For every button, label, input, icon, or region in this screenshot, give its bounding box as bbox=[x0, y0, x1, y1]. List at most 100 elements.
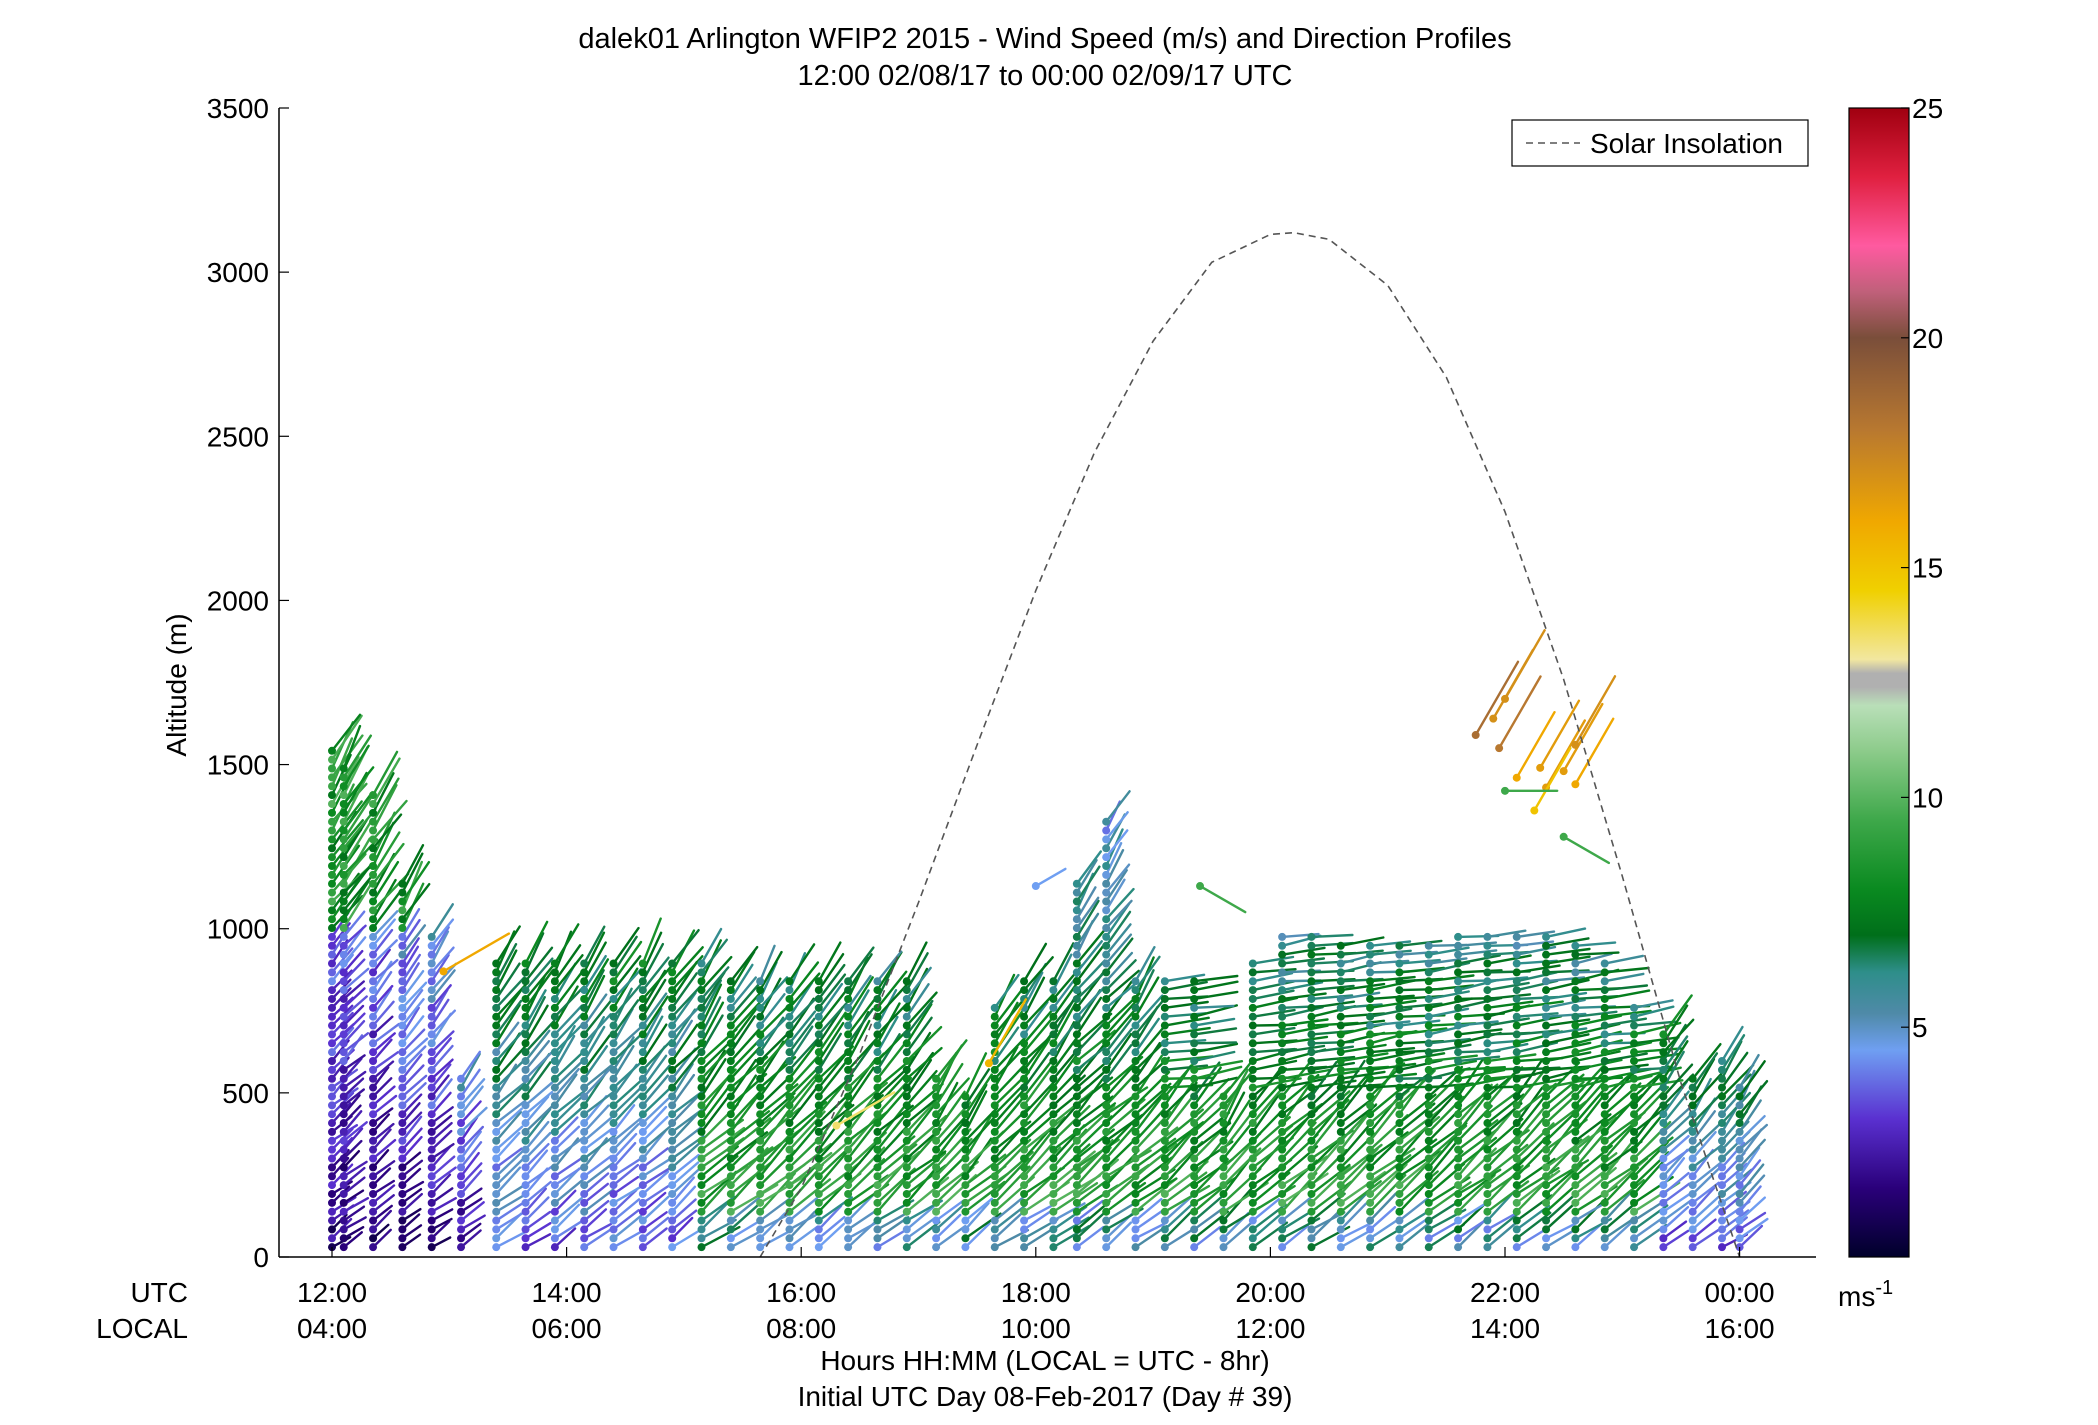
wind-barb-shaft bbox=[582, 1062, 615, 1089]
wind-barb-dot bbox=[668, 1198, 677, 1207]
wind-barb-shaft bbox=[1738, 1138, 1766, 1169]
wind-barb-dot bbox=[339, 897, 348, 906]
wind-barb bbox=[1307, 932, 1354, 941]
wind-barb bbox=[990, 1212, 1023, 1243]
solar-insolation-curve bbox=[759, 231, 1741, 1257]
wind-barb-shaft bbox=[553, 944, 582, 983]
wind-barb-shaft bbox=[1310, 1079, 1357, 1089]
wind-barb-dot bbox=[1278, 932, 1287, 941]
wind-barb-shaft bbox=[758, 993, 786, 1027]
wind-barb-dot bbox=[814, 1012, 823, 1021]
wind-barb-dot bbox=[1072, 1101, 1081, 1110]
wind-barb-shaft bbox=[817, 1011, 847, 1054]
wind-barb-dot bbox=[1307, 1189, 1316, 1198]
wind-barb bbox=[1131, 1197, 1163, 1225]
wind-barb-shaft bbox=[700, 1084, 731, 1125]
wind-barb bbox=[1366, 949, 1412, 959]
wind-barb-dot bbox=[1049, 994, 1058, 1003]
wind-barb-shaft bbox=[1075, 1146, 1112, 1187]
wind-barb-dot bbox=[328, 782, 336, 791]
wind-barb-shaft bbox=[964, 1068, 991, 1107]
wind-barb bbox=[814, 1103, 855, 1136]
wind-barb bbox=[932, 1213, 962, 1243]
wind-barb bbox=[1659, 1073, 1695, 1110]
wind-barb-shaft bbox=[1163, 1000, 1209, 1010]
wind-barb-shaft bbox=[670, 1153, 700, 1178]
wind-barb-shaft bbox=[342, 987, 366, 1010]
wind-barb-dot bbox=[1483, 977, 1492, 986]
wind-barb-shaft bbox=[1368, 1205, 1397, 1231]
wind-barb-dot bbox=[1102, 1083, 1111, 1092]
wind-barb bbox=[521, 1221, 552, 1243]
wind-barb-dot bbox=[1571, 1189, 1580, 1198]
wind-barb-dot bbox=[814, 1048, 823, 1057]
wind-barb-dot bbox=[1102, 1198, 1111, 1207]
wind-barb-dot bbox=[1366, 1127, 1375, 1136]
wind-barb-dot bbox=[1336, 1225, 1345, 1234]
wind-barb-dot bbox=[1454, 1163, 1463, 1172]
wind-barb-dot bbox=[492, 1234, 501, 1243]
wind-barb-shaft bbox=[1738, 1079, 1769, 1116]
wind-barb-shaft bbox=[1515, 1169, 1561, 1205]
wind-barb-shaft bbox=[846, 1007, 875, 1045]
wind-barb bbox=[492, 1230, 528, 1252]
wind-barb-dot bbox=[932, 1163, 941, 1172]
wind-barb-shaft bbox=[1052, 1032, 1082, 1072]
wind-barb-shaft bbox=[582, 1199, 610, 1222]
wind-barb-dot bbox=[638, 1030, 647, 1039]
wind-barb-dot bbox=[369, 915, 378, 924]
wind-barb-shaft bbox=[1515, 979, 1559, 992]
wind-barb-dot bbox=[1049, 1198, 1058, 1207]
wind-barb bbox=[1600, 1009, 1652, 1021]
wind-barb-dot bbox=[873, 1021, 882, 1030]
wind-barb-shaft bbox=[612, 984, 642, 1018]
wind-barb-dot bbox=[1160, 1198, 1169, 1207]
wind-barb-dot bbox=[398, 1225, 407, 1234]
wind-barb-shaft bbox=[1022, 1057, 1055, 1098]
wind-barb bbox=[1031, 867, 1067, 891]
wind-barb-dot bbox=[1049, 1030, 1058, 1039]
wind-barb-shaft bbox=[1339, 1059, 1366, 1098]
wind-barb-shaft bbox=[905, 991, 938, 1027]
wind-barb-dot bbox=[1542, 1092, 1551, 1101]
wind-barb-dot bbox=[1395, 1234, 1404, 1243]
wind-barb-dot bbox=[1336, 1048, 1345, 1057]
wind-barb bbox=[1542, 1027, 1588, 1039]
wind-barb-dot bbox=[328, 968, 336, 977]
wind-barb bbox=[550, 1125, 581, 1154]
wind-barb-dot bbox=[1630, 1048, 1639, 1057]
wind-barb-dot bbox=[550, 994, 559, 1003]
wind-barb-dot bbox=[697, 1021, 706, 1030]
wind-barb-dot bbox=[902, 994, 911, 1003]
wind-barb bbox=[902, 1058, 933, 1101]
wind-barb bbox=[369, 777, 400, 826]
wind-barb-dot bbox=[990, 1110, 999, 1119]
wind-barb-shaft bbox=[1280, 1068, 1331, 1080]
wind-barb-dot bbox=[1190, 1092, 1199, 1101]
wind-barb-dot bbox=[339, 1101, 348, 1110]
wind-barb-dot bbox=[1219, 1136, 1228, 1145]
wind-barb-shaft bbox=[401, 981, 428, 1010]
wind-barb-dot bbox=[339, 862, 348, 871]
wind-barb-dot bbox=[1307, 1181, 1316, 1190]
wind-barb-shaft bbox=[788, 1210, 816, 1240]
wind-barb-shaft bbox=[553, 1157, 583, 1178]
wind-barb-dot bbox=[1395, 1057, 1404, 1066]
wind-barb-shaft bbox=[817, 1002, 848, 1036]
wind-barb-shaft bbox=[459, 1125, 484, 1151]
wind-barb-shaft bbox=[1603, 1221, 1632, 1249]
wind-barb-dot bbox=[339, 1057, 348, 1066]
wind-barb-dot bbox=[328, 994, 336, 1003]
wind-barb-dot bbox=[1571, 1145, 1580, 1154]
wind-barb-dot bbox=[1512, 932, 1521, 941]
wind-barb-dot bbox=[398, 1092, 407, 1101]
wind-barb bbox=[668, 1005, 701, 1039]
wind-barb-dot bbox=[932, 1216, 941, 1225]
wind-barb-shaft bbox=[1368, 1020, 1411, 1027]
wind-barb-dot bbox=[668, 1189, 677, 1198]
wind-barb bbox=[1571, 1068, 1607, 1110]
wind-barb bbox=[726, 1146, 774, 1181]
wind-barb bbox=[1160, 1184, 1211, 1216]
wind-barb-dot bbox=[932, 1083, 941, 1092]
wind-barb-shaft bbox=[342, 882, 373, 930]
